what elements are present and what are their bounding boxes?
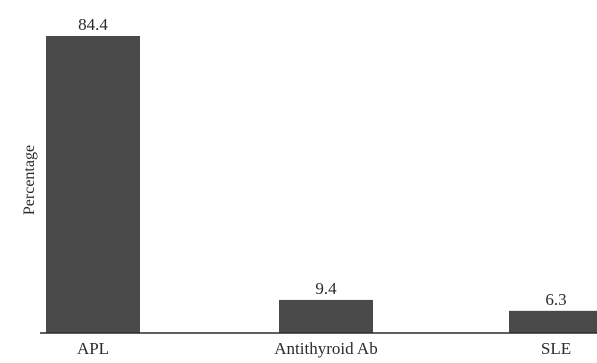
data-label: 84.4: [78, 15, 108, 34]
y-axis-title: Percentage: [21, 145, 38, 215]
x-tick-label: SLE: [541, 339, 571, 358]
bar-antithyroid-ab: [279, 299, 373, 333]
labels-layer: 84.4 APL 9.4 Antithyroid Ab 6.3 SLE: [77, 15, 571, 358]
bar-sle: [509, 310, 597, 333]
data-label: 6.3: [545, 290, 566, 309]
bar-apl: [46, 36, 140, 333]
data-label: 9.4: [315, 279, 337, 298]
x-tick-label: Antithyroid Ab: [274, 339, 377, 358]
bars-layer: [46, 36, 597, 333]
x-tick-label: APL: [77, 339, 109, 358]
